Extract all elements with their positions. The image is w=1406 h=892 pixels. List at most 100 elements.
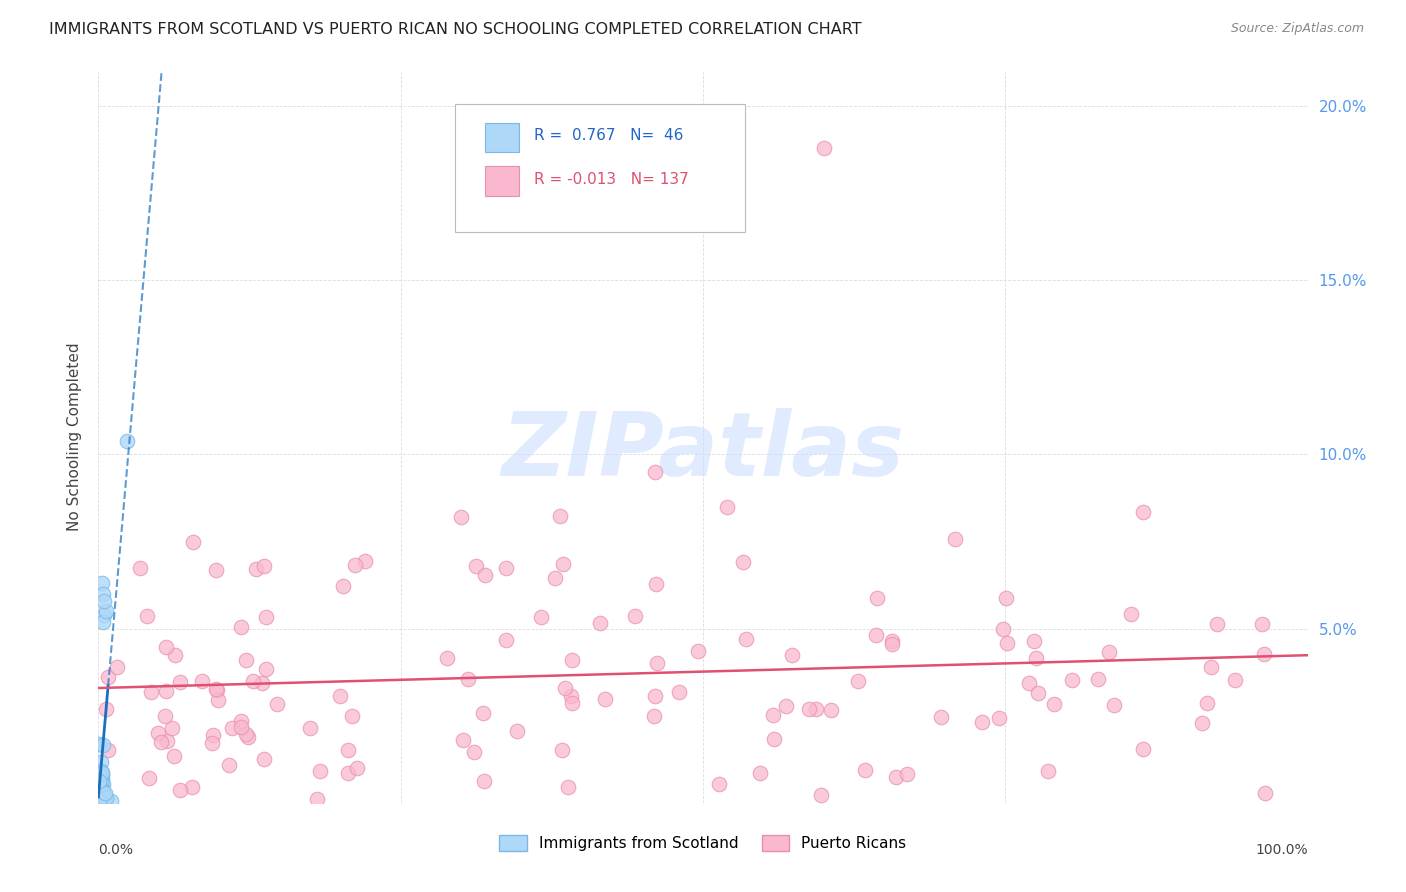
Point — [156, 733, 179, 747]
Point — [810, 788, 832, 802]
Point — [309, 764, 332, 779]
Point — [89, 770, 111, 784]
Point — [1026, 685, 1049, 699]
Point — [343, 558, 366, 572]
Point — [94, 791, 117, 805]
Point — [561, 696, 583, 710]
Point — [141, 684, 163, 698]
Point — [231, 620, 253, 634]
Point — [329, 690, 352, 704]
Point — [593, 691, 616, 706]
Point — [94, 702, 117, 716]
FancyBboxPatch shape — [485, 167, 519, 195]
Point — [87, 794, 110, 808]
Point — [229, 720, 252, 734]
Point — [1121, 607, 1143, 622]
Point — [89, 774, 111, 789]
Point — [1254, 786, 1277, 800]
Point — [1253, 647, 1275, 661]
Point — [299, 721, 322, 735]
Point — [884, 771, 907, 785]
Point — [87, 792, 110, 806]
Point — [128, 561, 150, 575]
Point — [90, 772, 112, 786]
Point — [180, 780, 202, 794]
Point — [236, 730, 259, 744]
Point — [90, 790, 112, 805]
Point — [93, 607, 115, 622]
Point — [853, 763, 876, 777]
Point — [775, 699, 797, 714]
Point — [645, 656, 668, 670]
Point — [643, 709, 665, 723]
Point — [207, 683, 229, 698]
Point — [472, 774, 495, 789]
Point — [218, 757, 240, 772]
Point — [235, 727, 257, 741]
Point — [90, 766, 112, 780]
Point — [624, 608, 647, 623]
Point — [1191, 716, 1213, 731]
FancyBboxPatch shape — [485, 122, 519, 152]
Point — [201, 736, 224, 750]
Point — [245, 562, 267, 576]
Point — [733, 555, 755, 569]
Text: ZIPatlas: ZIPatlas — [502, 409, 904, 495]
Point — [530, 610, 553, 624]
Point — [346, 761, 368, 775]
Point — [89, 794, 111, 808]
Point — [97, 743, 120, 757]
Legend: Immigrants from Scotland, Puerto Ricans: Immigrants from Scotland, Puerto Ricans — [494, 830, 912, 857]
Point — [472, 706, 495, 720]
Point — [896, 766, 918, 780]
Point — [970, 714, 993, 729]
Point — [337, 766, 360, 780]
Point — [804, 702, 827, 716]
Point — [221, 721, 243, 735]
Point — [254, 610, 277, 624]
Point — [1018, 675, 1040, 690]
Point — [235, 653, 257, 667]
Point — [988, 711, 1011, 725]
Point — [87, 791, 110, 805]
Point — [465, 558, 488, 573]
Point — [1062, 673, 1084, 687]
FancyBboxPatch shape — [456, 104, 745, 232]
Point — [994, 591, 1017, 606]
Point — [880, 633, 903, 648]
Point — [89, 786, 111, 800]
Point — [87, 789, 110, 804]
Point — [191, 673, 214, 688]
Point — [780, 648, 803, 662]
Point — [668, 685, 690, 699]
Point — [90, 764, 112, 778]
Point — [1225, 673, 1247, 688]
Point — [880, 637, 903, 651]
Point — [117, 434, 139, 448]
Point — [1132, 742, 1154, 756]
Point — [560, 689, 582, 703]
Point — [505, 723, 527, 738]
Text: R = -0.013   N= 137: R = -0.013 N= 137 — [534, 172, 689, 187]
Point — [846, 673, 869, 688]
Point — [229, 714, 252, 729]
Text: 100.0%: 100.0% — [1256, 843, 1308, 857]
Point — [865, 627, 887, 641]
Point — [160, 722, 183, 736]
Point — [90, 792, 112, 806]
Point — [169, 674, 191, 689]
Point — [495, 632, 517, 647]
Point — [1098, 645, 1121, 659]
Point — [544, 571, 567, 585]
Point — [253, 558, 276, 573]
Point — [1132, 505, 1154, 519]
Point — [1087, 672, 1109, 686]
Point — [100, 794, 122, 808]
Point — [155, 640, 177, 654]
Point — [1102, 698, 1125, 713]
Point — [91, 785, 114, 799]
Point — [90, 787, 112, 801]
Text: 0.0%: 0.0% — [98, 843, 134, 857]
Point — [163, 749, 186, 764]
Y-axis label: No Schooling Completed: No Schooling Completed — [67, 343, 83, 532]
